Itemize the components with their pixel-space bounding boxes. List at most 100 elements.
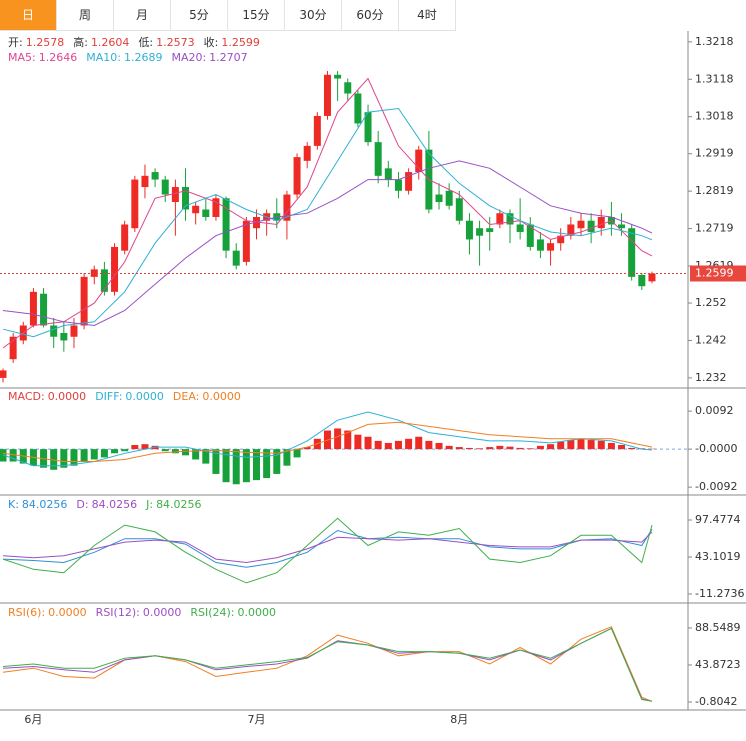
macd-bar <box>364 436 372 450</box>
macd-bar <box>50 449 58 470</box>
y-tick-label: 43.1019 <box>695 550 741 563</box>
y-tick-label: 43.8723 <box>695 658 741 671</box>
candle-body <box>171 187 179 203</box>
candle-body <box>506 213 514 225</box>
legend-entry: J: 84.0256 <box>145 498 201 511</box>
legend-entry: K: 84.0256 <box>8 498 67 511</box>
macd-bar <box>354 434 362 450</box>
y-tick-label: 1.2719 <box>695 222 734 235</box>
candle-body <box>151 172 159 180</box>
candle-body <box>405 172 413 191</box>
legend-value: 1.2573 <box>156 36 195 49</box>
macd-bar <box>405 438 413 450</box>
macd-bar <box>384 442 392 450</box>
legend-entry: 开: 1.2578 <box>8 36 64 49</box>
candle-body <box>212 198 220 217</box>
candle-body <box>597 216 605 229</box>
macd-bar <box>334 428 342 450</box>
legend-label: RSI(24): <box>190 606 234 619</box>
legend-label: 开: <box>8 36 23 49</box>
macd-bar <box>283 449 291 466</box>
period-tab[interactable]: 5分 <box>171 0 228 30</box>
y-tick-label: 0.0092 <box>695 404 734 417</box>
legend-label: MA10: <box>86 51 121 64</box>
indicator-line <box>2 411 653 467</box>
last-price-box <box>690 265 746 282</box>
candle-body <box>374 142 382 176</box>
period-tab[interactable]: 4时 <box>399 0 456 30</box>
period-tab[interactable]: 日 <box>0 0 57 30</box>
legend-entry: RSI(6): 0.0000 <box>8 606 87 619</box>
period-tab[interactable]: 15分 <box>228 0 285 30</box>
candle-body <box>40 293 48 326</box>
period-tab[interactable]: 60分 <box>342 0 399 30</box>
macd-bar <box>577 438 585 450</box>
candle-body <box>29 291 37 326</box>
macd-bar <box>344 430 352 450</box>
period-tab[interactable]: 30分 <box>285 0 342 30</box>
indicator-line <box>2 627 653 702</box>
legend-value: 1.2578 <box>26 36 65 49</box>
macd-bar <box>628 447 636 450</box>
candle-body <box>0 370 7 378</box>
candle-body <box>90 269 98 277</box>
macd-bar <box>516 447 524 450</box>
legend-value: 0.0000 <box>237 606 276 619</box>
y-tick-label: 88.5489 <box>695 621 741 634</box>
macd-bar <box>141 444 149 450</box>
period-tabs: 日周月 5分 15分 30分 60分 4时 <box>0 0 456 31</box>
legend-label: MA20: <box>171 51 206 64</box>
macd-bar <box>476 448 484 450</box>
macd-bar <box>547 444 555 450</box>
legend-value: 84.0256 <box>92 498 138 511</box>
legend-entry: RSI(24): 0.0000 <box>190 606 276 619</box>
legend-label: RSI(12): <box>96 606 140 619</box>
candle-body <box>131 179 139 229</box>
candle-body <box>486 228 494 232</box>
macd-bar <box>80 449 88 462</box>
candle-body <box>435 194 443 203</box>
legend-entry: 低: 1.2573 <box>138 36 194 49</box>
candle-body <box>283 194 291 221</box>
candle-body <box>121 224 129 251</box>
candle-body <box>496 213 504 225</box>
period-tab[interactable]: 月 <box>114 0 171 30</box>
legend-label: 高: <box>73 35 88 49</box>
macd-bar <box>618 445 626 450</box>
candle-body <box>536 239 544 251</box>
candle-body <box>50 325 58 337</box>
candle-body <box>455 198 463 221</box>
candle-body <box>364 112 372 143</box>
candle-body <box>100 269 108 292</box>
y-tick-label: 1.3118 <box>695 72 734 85</box>
candle-body <box>222 198 230 251</box>
macd-bar <box>293 449 301 458</box>
candle-body <box>9 336 17 360</box>
legend-value: 84.0256 <box>22 498 68 511</box>
macd-bar <box>486 447 494 450</box>
y-tick-label: 1.242 <box>695 333 727 346</box>
macd-bar <box>161 449 169 452</box>
macd-bar <box>212 449 220 474</box>
y-tick-label: -11.2736 <box>695 587 744 600</box>
legend-entry: MA10: 1.2689 <box>86 51 162 64</box>
macd-bar <box>273 449 281 474</box>
macd-bar <box>242 449 250 483</box>
legend-value: 84.0256 <box>156 498 202 511</box>
macd-bar <box>131 445 139 450</box>
candle-body <box>70 325 78 337</box>
x-tick-label: 6月 <box>24 713 42 726</box>
legend-label: J: <box>145 498 153 511</box>
macd-bar <box>597 440 605 450</box>
candle-body <box>394 179 402 191</box>
candle-body <box>293 157 301 195</box>
candle-body <box>323 74 331 116</box>
legend-label: MA5: <box>8 51 36 64</box>
candle-body <box>334 74 342 79</box>
indicator-line <box>2 517 653 584</box>
candle-body <box>638 274 646 287</box>
period-tab[interactable]: 周 <box>57 0 114 30</box>
legend-value: 1.2707 <box>209 51 248 64</box>
